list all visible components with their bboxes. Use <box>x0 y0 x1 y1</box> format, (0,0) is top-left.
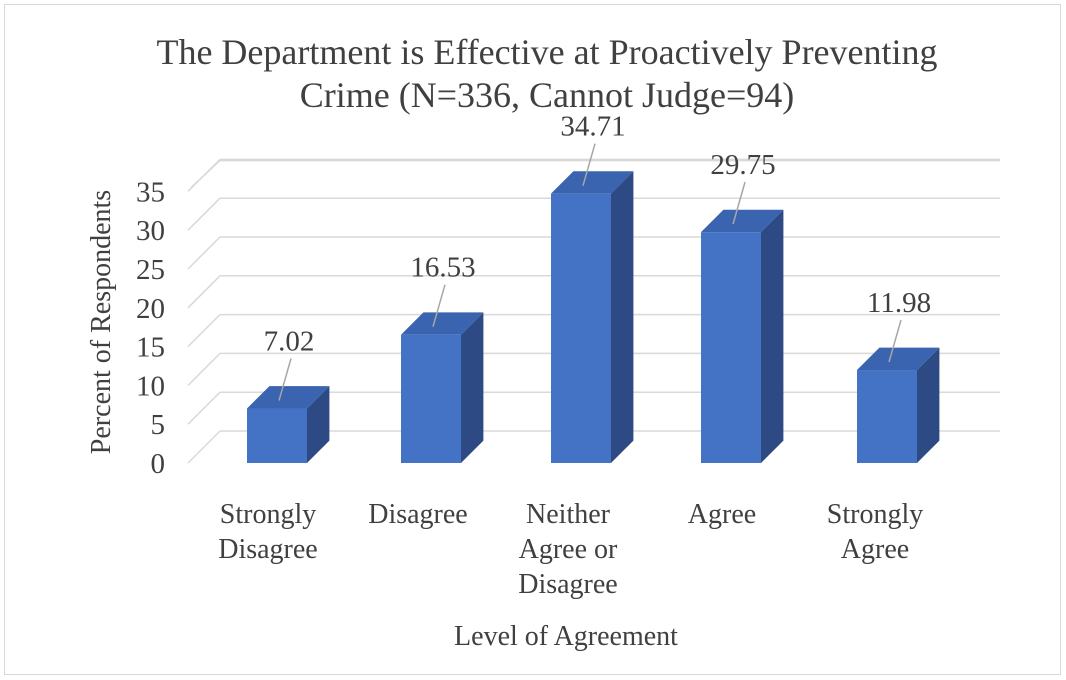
bar-front <box>551 193 611 464</box>
bar-chart: The Department is Effective at Proactive… <box>86 32 1000 652</box>
bar <box>857 347 940 463</box>
chart-title-line: The Department is Effective at Proactive… <box>156 32 937 72</box>
bar-front <box>857 370 917 463</box>
data-label-leader <box>582 143 596 186</box>
gridline-depth <box>187 391 221 425</box>
chart-title: The Department is Effective at Proactive… <box>156 32 937 115</box>
chart-frame: The Department is Effective at Proactive… <box>4 4 1061 675</box>
data-label: 11.98 <box>867 287 931 319</box>
y-tick-label: 20 <box>136 293 165 325</box>
data-labels: 7.02 16.53 34.71 29.75 11.98 <box>264 111 931 401</box>
x-category-label: Neither Agree or Disagree <box>518 499 618 600</box>
y-axis-ticks: 0 5 10 15 20 25 30 35 <box>136 176 165 480</box>
bar <box>551 171 634 464</box>
bars <box>247 171 940 464</box>
gridline-depth <box>190 160 221 189</box>
bar-side <box>761 209 784 463</box>
bar-side <box>461 312 484 463</box>
gridline-depth <box>187 275 221 309</box>
chart-title-line: Crime (N=336, Cannot Judge=94) <box>300 75 795 115</box>
x-category-label: Strongly Agree <box>827 499 923 565</box>
y-tick-label: 5 <box>151 409 166 441</box>
gridline-depth <box>187 314 221 348</box>
x-axis-categories: Strongly Disagree Disagree Neither Agree or D… <box>218 499 923 600</box>
data-label: 16.53 <box>410 252 475 284</box>
gridline-depth <box>187 352 221 386</box>
bar-top <box>247 386 330 409</box>
x-category-label: Disagree <box>368 499 468 530</box>
bar-top <box>551 171 634 194</box>
y-axis-title: Percent of Respondents <box>86 190 117 454</box>
bar-side <box>611 171 634 463</box>
bar-front <box>401 334 461 463</box>
bar-top <box>701 209 784 233</box>
data-label-leader <box>732 181 746 225</box>
data-label-leader <box>278 358 292 401</box>
bar-top <box>401 312 484 335</box>
y-tick-label: 15 <box>136 332 165 364</box>
x-axis-title: Level of Agreement <box>454 621 678 652</box>
x-category-label: Agree <box>688 499 756 530</box>
bar-top <box>857 347 940 371</box>
y-tick-label: 30 <box>136 215 165 247</box>
gridline-depth <box>187 197 221 231</box>
data-label-leader <box>432 284 446 327</box>
bar <box>701 209 784 463</box>
y-tick-label: 35 <box>136 176 165 208</box>
data-label-leader <box>888 319 902 363</box>
data-label: 29.75 <box>710 149 775 181</box>
bar-side <box>917 347 940 463</box>
bar <box>401 312 484 463</box>
y-tick-label: 10 <box>136 370 165 402</box>
y-tick-label: 0 <box>151 448 166 480</box>
gridline-depth <box>187 430 221 464</box>
x-category-label: Strongly Disagree <box>218 499 318 565</box>
bar-side <box>307 386 330 463</box>
bar-front <box>701 232 761 463</box>
bar <box>247 386 330 463</box>
gridline-depth <box>187 236 221 270</box>
y-tick-label: 25 <box>136 254 165 286</box>
data-label: 7.02 <box>264 326 315 358</box>
bar-front <box>247 408 307 463</box>
data-label: 34.71 <box>560 111 625 143</box>
